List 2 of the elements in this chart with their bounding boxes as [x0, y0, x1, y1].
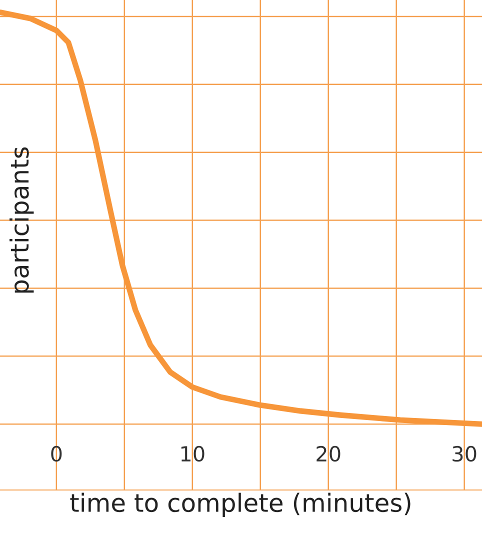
y-axis-title: participants	[10, 147, 34, 293]
x-axis-title: time to complete (minutes)	[70, 492, 410, 517]
